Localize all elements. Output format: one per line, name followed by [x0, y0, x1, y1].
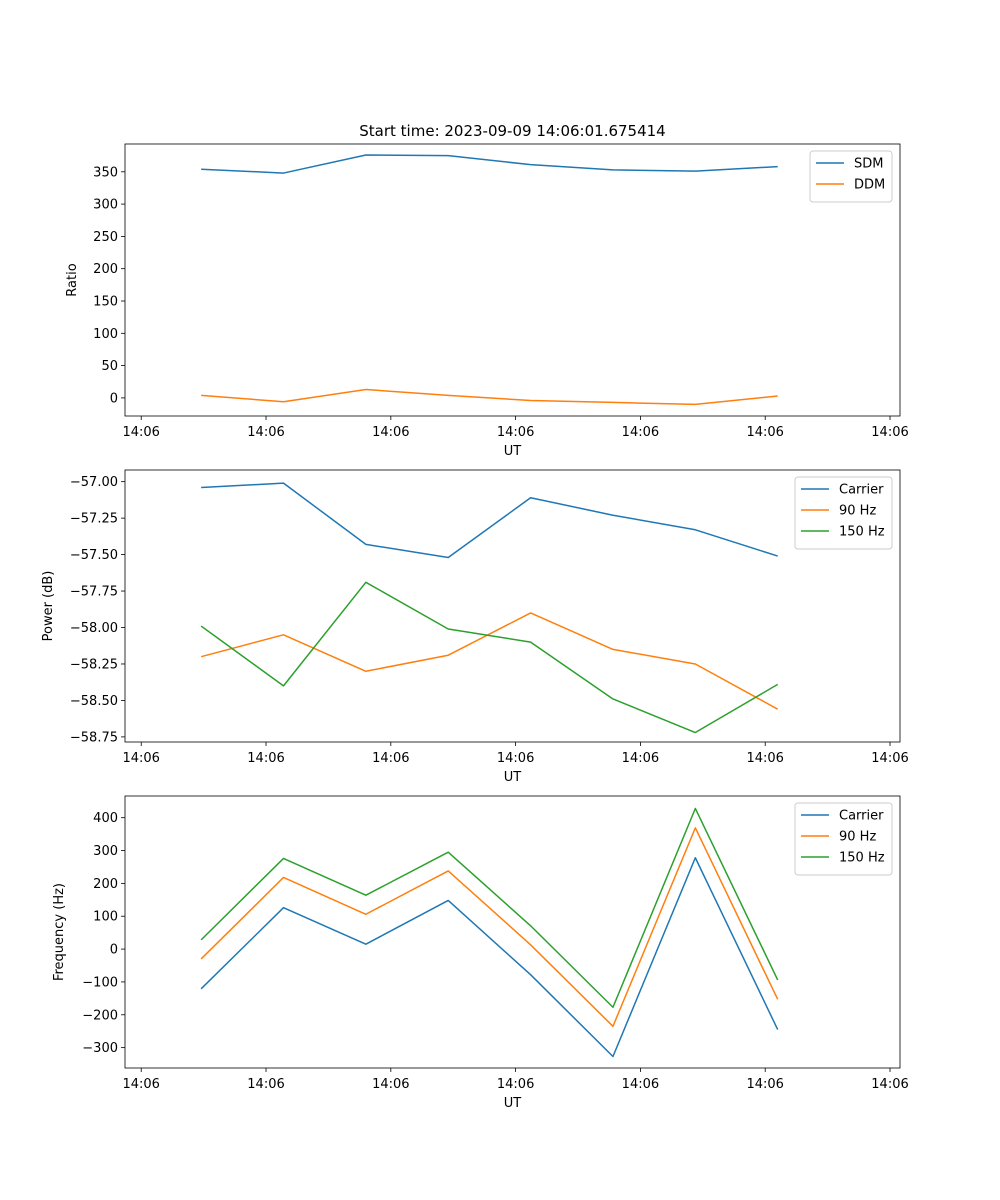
y-tick-label: 150	[93, 294, 118, 309]
x-tick-label: 14:06	[622, 425, 659, 440]
axes-frame	[124, 795, 901, 1069]
y-tick-label: −58.75	[70, 730, 118, 745]
series-line-ddm	[201, 388, 778, 406]
x-tick-label: 14:06	[372, 1077, 409, 1092]
series-line-90-hz	[200, 612, 779, 710]
x-tick-label: 14:06	[247, 751, 284, 766]
axes-frame	[124, 469, 901, 743]
x-tick-label: 14:06	[122, 751, 159, 766]
y-tick-label: −57.25	[70, 512, 118, 527]
y-tick-label: −100	[82, 975, 118, 990]
legend-label: Carrier	[839, 483, 884, 498]
x-axis-label: UT	[504, 1096, 522, 1111]
legend-label: Carrier	[839, 809, 884, 824]
x-axis-label: UT	[504, 444, 522, 459]
x-tick-label: 14:06	[247, 425, 284, 440]
y-tick-label: 50	[101, 359, 118, 374]
y-tick-label: 200	[93, 877, 118, 892]
x-tick-label: 14:06	[746, 1077, 783, 1092]
y-tick-label: −300	[82, 1041, 118, 1056]
chart-panel-1: 14:06 14:06 14:06 14:06 14:06 14:06 14:06 0 50 10…	[65, 122, 909, 459]
y-tick-label: −57.00	[70, 475, 118, 490]
x-tick-label: 14:06	[746, 751, 783, 766]
series-line-150-hz	[200, 807, 779, 1008]
legend: Carrier 90 Hz 150 Hz	[794, 802, 893, 876]
x-tick-label: 14:06	[871, 425, 908, 440]
x-axis-label: UT	[504, 770, 522, 785]
legend: SDM DDM	[809, 150, 893, 203]
x-tick-label: 14:06	[497, 425, 534, 440]
x-tick-label: 14:06	[372, 425, 409, 440]
chart-panel-3: 14:06 14:06 14:06 14:06 14:06 14:06 14:06 −300 −…	[52, 795, 909, 1111]
axes-frame	[124, 143, 901, 417]
y-tick-label: −57.50	[70, 548, 118, 563]
series-line-carrier	[200, 857, 779, 1058]
legend-label: SDM	[854, 157, 883, 172]
y-tick-label: −200	[82, 1008, 118, 1023]
x-tick-label: 14:06	[746, 425, 783, 440]
x-tick-label: 14:06	[247, 1077, 284, 1092]
x-tick-label: 14:06	[622, 1077, 659, 1092]
series-line-sdm	[201, 154, 778, 174]
chart-panel-2: 14:06 14:06 14:06 14:06 14:06 14:06 14:06 −58.7…	[41, 469, 909, 785]
y-axis-label: Power (dB)	[41, 571, 56, 642]
series-line-150-hz	[200, 581, 779, 734]
legend-label: 150 Hz	[839, 525, 885, 540]
y-tick-label: −58.50	[70, 694, 118, 709]
chart-title: Start time: 2023-09-09 14:06:01.675414	[359, 122, 665, 140]
y-tick-label: −58.25	[70, 657, 118, 672]
y-tick-label: 200	[93, 262, 118, 277]
y-tick-label: −57.75	[70, 585, 118, 600]
y-tick-label: 300	[93, 198, 118, 213]
y-axis-label: Ratio	[65, 263, 80, 296]
y-tick-label: 100	[93, 327, 118, 342]
y-tick-label: 400	[93, 811, 118, 826]
legend: Carrier 90 Hz 150 Hz	[794, 476, 893, 550]
legend-label: 150 Hz	[839, 851, 885, 866]
y-tick-label: 100	[93, 910, 118, 925]
x-tick-label: 14:06	[497, 1077, 534, 1092]
x-tick-label: 14:06	[871, 1077, 908, 1092]
y-tick-label: 300	[93, 844, 118, 859]
y-axis-label: Frequency (Hz)	[52, 883, 67, 981]
legend-label: 90 Hz	[839, 504, 876, 519]
x-tick-label: 14:06	[622, 751, 659, 766]
x-tick-label: 14:06	[122, 1077, 159, 1092]
x-tick-label: 14:06	[122, 425, 159, 440]
legend-label: DDM	[854, 178, 885, 193]
y-tick-label: 0	[110, 943, 118, 958]
x-tick-label: 14:06	[497, 751, 534, 766]
series-line-carrier	[201, 482, 778, 559]
y-tick-label: 0	[110, 391, 118, 406]
y-tick-label: 350	[93, 165, 118, 180]
y-tick-label: 250	[93, 230, 118, 245]
x-tick-label: 14:06	[372, 751, 409, 766]
y-tick-label: −58.00	[70, 621, 118, 636]
series-line-90-hz	[200, 827, 779, 1028]
x-tick-label: 14:06	[871, 751, 908, 766]
legend-label: 90 Hz	[839, 830, 876, 845]
